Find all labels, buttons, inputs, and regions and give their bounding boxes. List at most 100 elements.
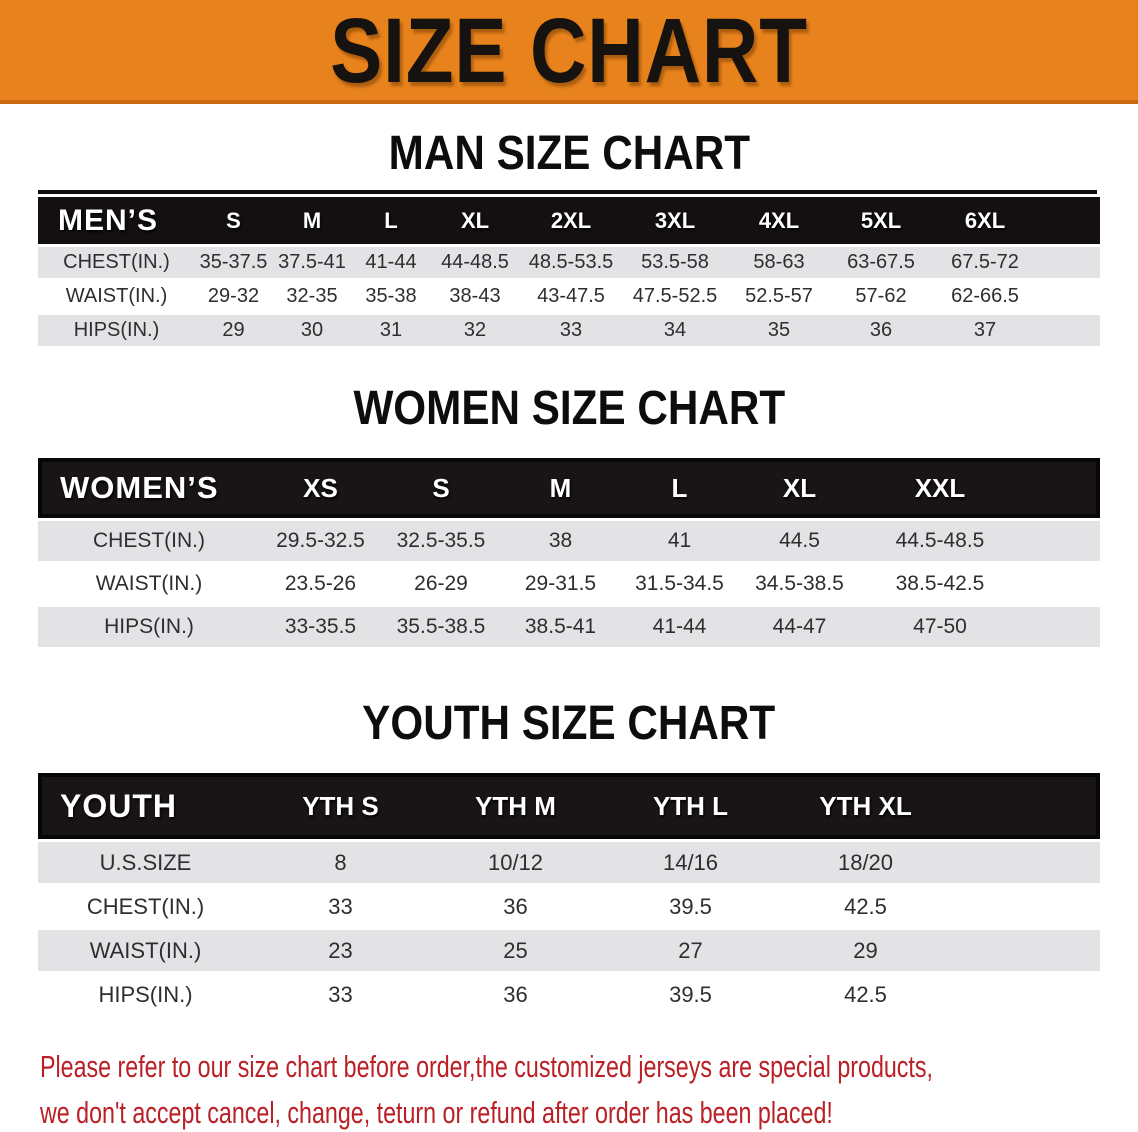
size-value-cell: 35.5-38.5 (381, 607, 501, 647)
spacer-cell (953, 974, 1100, 1015)
size-value-cell: 38 (501, 521, 620, 561)
women-col-header: S (381, 458, 501, 518)
size-value-cell: 26-29 (414, 572, 468, 595)
youth-header-row: YOUTH YTH S YTH M YTH L YTH XL (38, 773, 1100, 839)
men-col-header: 3XL (622, 197, 728, 244)
spacer-cell (1020, 607, 1100, 647)
size-value-cell: 35-38 (365, 285, 417, 307)
row-label: HIPS(IN.) (38, 607, 260, 647)
banner-title: SIZE CHART (330, 0, 808, 102)
youth-row-waist: WAIST(IN.) 23 25 27 29 (38, 930, 1100, 971)
men-header-row: MEN’S S M L XL 2XL 3XL 4XL 5XL 6XL (38, 197, 1100, 244)
size-value-cell: 32.5-35.5 (381, 521, 501, 561)
size-value-cell: 39.5 (669, 893, 712, 919)
size-value-cell: 36 (830, 315, 932, 346)
size-value-cell: 44-47 (739, 607, 860, 647)
women-col-header: XXL (860, 458, 1020, 518)
size-value-cell: 53.5-58 (622, 247, 728, 278)
row-label: WAIST(IN.) (38, 930, 253, 971)
women-col-header: M (501, 458, 620, 518)
spacer-cell (1020, 521, 1100, 561)
youth-section-heading: YOUTH SIZE CHART (0, 700, 1138, 748)
size-value-cell: 38.5-42.5 (895, 572, 985, 595)
size-value-cell: 35 (728, 315, 830, 346)
size-value-cell: 30 (272, 315, 352, 346)
size-value-cell: 27 (603, 930, 778, 971)
size-value-cell: 10/12 (428, 842, 603, 883)
size-value-cell: 41-44 (620, 607, 739, 647)
youth-col-header: YTH S (253, 773, 428, 839)
spacer-cell (1020, 564, 1100, 604)
size-value-cell: 39.5 (669, 981, 712, 1007)
row-label: CHEST(IN.) (38, 521, 260, 561)
size-value-cell: 25 (428, 930, 603, 971)
size-value-cell: 48.5-53.5 (520, 247, 622, 278)
youth-col-header: YTH L (603, 773, 778, 839)
size-value-cell: 18/20 (778, 842, 953, 883)
spacer-cell (953, 886, 1100, 927)
men-section-heading: MAN SIZE CHART (0, 130, 1138, 178)
size-value-cell: 33 (328, 981, 353, 1007)
size-value-cell: 42.5 (844, 981, 887, 1007)
youth-row-chest: CHEST(IN.) 33 36 39.5 42.5 (38, 886, 1100, 927)
men-col-header: M (272, 197, 352, 244)
size-value-cell: 29-31.5 (524, 572, 597, 595)
men-col-header: S (195, 197, 272, 244)
size-value-cell: 44.5-48.5 (860, 521, 1020, 561)
women-section-heading: WOMEN SIZE CHART (0, 385, 1138, 433)
row-label: HIPS(IN.) (98, 981, 193, 1007)
row-label: WAIST(IN.) (65, 285, 168, 307)
size-value-cell: 63-67.5 (830, 247, 932, 278)
spacer-cell (1020, 458, 1100, 518)
disclaimer-line-1: Please refer to our size chart before or… (40, 1049, 933, 1084)
size-value-cell: 52.5-57 (745, 285, 813, 307)
row-label: CHEST(IN.) (86, 893, 205, 919)
size-value-cell: 38.5-41 (501, 607, 620, 647)
size-value-cell: 8 (253, 842, 428, 883)
size-value-cell: 14/16 (603, 842, 778, 883)
women-row-chest: CHEST(IN.) 29.5-32.5 32.5-35.5 38 41 44.… (38, 521, 1100, 561)
size-value-cell: 37.5-41 (272, 247, 352, 278)
size-value-cell: 42.5 (844, 893, 887, 919)
spacer-cell (1038, 197, 1100, 244)
size-value-cell: 33 (328, 893, 353, 919)
size-value-cell: 29.5-32.5 (260, 521, 381, 561)
row-label: U.S.SIZE (38, 842, 253, 883)
size-value-cell: 23 (253, 930, 428, 971)
youth-row-ussize: U.S.SIZE 8 10/12 14/16 18/20 (38, 842, 1100, 883)
spacer-cell (953, 773, 1100, 839)
women-col-header: XL (739, 458, 860, 518)
size-value-cell: 41-44 (352, 247, 430, 278)
size-value-cell: 57-62 (855, 285, 907, 307)
youth-size-table: YOUTH YTH S YTH M YTH L YTH XL U.S.SIZE … (38, 770, 1100, 1018)
row-label: CHEST(IN.) (38, 247, 195, 278)
size-value-cell: 44-48.5 (430, 247, 520, 278)
men-row-chest: CHEST(IN.) 35-37.5 37.5-41 41-44 44-48.5… (38, 247, 1100, 278)
size-value-cell: 34.5-38.5 (755, 572, 844, 595)
size-value-cell: 33-35.5 (260, 607, 381, 647)
men-col-header: L (352, 197, 430, 244)
size-value-cell: 47.5-52.5 (632, 285, 718, 307)
men-col-header: 2XL (520, 197, 622, 244)
size-value-cell: 29 (195, 315, 272, 346)
men-section-heading-text: MAN SIZE CHART (388, 127, 750, 180)
size-value-cell: 29 (778, 930, 953, 971)
size-value-cell: 31 (352, 315, 430, 346)
size-value-cell: 29-32 (207, 285, 260, 307)
spacer-cell (1038, 247, 1100, 278)
men-table-topline (38, 190, 1097, 194)
size-value-cell: 43-47.5 (537, 285, 605, 307)
spacer-cell (1038, 281, 1100, 312)
size-value-cell: 62-66.5 (951, 285, 1019, 307)
banner: SIZE CHART (0, 0, 1138, 104)
disclaimer: Please refer to our size chart before or… (40, 1044, 1138, 1132)
women-size-table: WOMEN’S XS S M L XL XXL CHEST(IN.) 29.5-… (38, 455, 1100, 650)
size-value-cell: 36 (503, 981, 528, 1007)
size-value-cell: 44.5 (739, 521, 860, 561)
women-row-waist: WAIST(IN.) 23.5-26 26-29 29-31.5 31.5-34… (38, 564, 1100, 604)
size-value-cell: 41 (620, 521, 739, 561)
size-value-cell: 32-35 (286, 285, 338, 307)
men-size-table: MEN’S S M L XL 2XL 3XL 4XL 5XL 6XL CHEST… (38, 194, 1100, 349)
men-row-hips: HIPS(IN.) 29 30 31 32 33 34 35 36 37 (38, 315, 1100, 346)
men-col-header: 5XL (830, 197, 932, 244)
